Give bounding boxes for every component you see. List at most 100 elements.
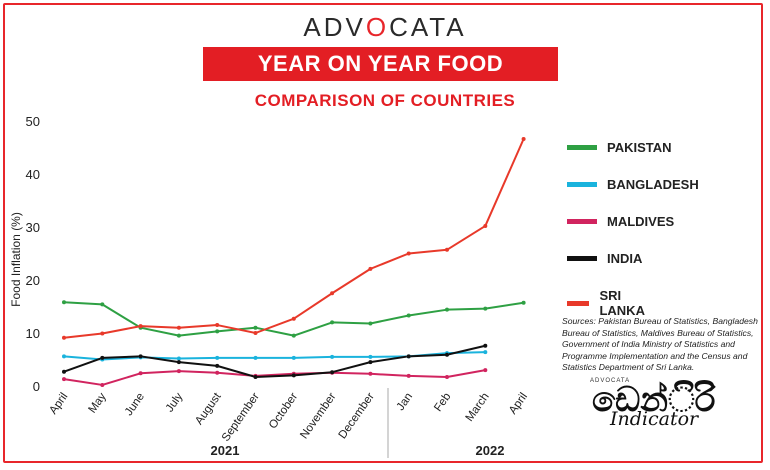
data-point <box>291 316 296 321</box>
data-point <box>330 354 335 359</box>
x-tick-label: August <box>193 390 224 427</box>
data-point <box>406 313 411 318</box>
data-point <box>521 137 526 142</box>
legend-swatch <box>567 256 597 261</box>
data-point <box>176 325 181 330</box>
indicator-sinhala-text: ඩෙන්ිරි <box>592 380 716 420</box>
logo-text-suffix: CATA <box>389 12 467 42</box>
data-point <box>368 360 373 365</box>
y-tick-label: 0 <box>33 379 40 394</box>
data-point <box>445 307 449 312</box>
data-point <box>215 355 220 360</box>
data-point <box>215 329 220 334</box>
logo-text-prefix: ADV <box>303 12 366 42</box>
data-point <box>138 371 143 376</box>
x-tick-label: March <box>464 391 492 424</box>
legend-item: PAKISTAN <box>567 140 672 155</box>
data-point <box>368 266 373 271</box>
legend-label: SRI LANKA <box>599 288 645 318</box>
data-point <box>253 331 258 335</box>
data-point <box>176 356 181 361</box>
data-point <box>483 343 488 348</box>
indicator-logo: ADVOCATA ඩෙන්ිරි Indicator <box>588 378 715 433</box>
legend-label: BANGLADESH <box>607 177 699 192</box>
data-point <box>253 374 258 379</box>
y-tick-label: 30 <box>26 220 40 235</box>
data-point <box>406 251 411 256</box>
data-point <box>62 354 66 359</box>
chart-series-points <box>62 137 526 387</box>
x-tick-label: October <box>267 391 300 432</box>
data-point <box>176 369 181 374</box>
legend-label: PAKISTAN <box>607 140 672 155</box>
legend-item: SRI LANKA <box>567 288 652 318</box>
data-point <box>215 370 220 375</box>
advocata-logo: ADVOCATA <box>0 12 770 43</box>
data-point <box>521 300 526 305</box>
data-point <box>100 382 105 387</box>
x-tick-label: April <box>507 391 530 417</box>
x-tick-label: September <box>220 391 262 444</box>
data-point <box>100 355 105 360</box>
data-point <box>330 291 335 296</box>
year-label: 2022 <box>476 443 505 458</box>
data-point <box>330 370 335 375</box>
data-point <box>483 368 488 373</box>
series-line-sri-lanka <box>63 138 525 339</box>
x-tick-label: December <box>337 391 377 441</box>
data-point <box>176 333 181 338</box>
data-point <box>368 321 373 326</box>
chart-title: YEAR ON YEAR FOOD INFLATION <box>203 47 558 110</box>
year-label: 2021 <box>211 443 240 458</box>
x-tick-label: June <box>123 391 147 418</box>
x-tick-label: April <box>47 391 70 417</box>
data-point <box>291 333 296 338</box>
x-tick-label: November <box>298 391 338 441</box>
data-point <box>445 374 449 379</box>
data-point <box>445 247 449 252</box>
series-line-india <box>63 344 486 378</box>
data-point <box>291 373 296 378</box>
data-point <box>62 377 66 382</box>
x-tick-label: Jan <box>395 391 415 413</box>
x-tick-label: May <box>86 391 108 416</box>
logo-text-o: O <box>365 12 390 42</box>
x-tick-label: Feb <box>432 391 453 414</box>
legend-swatch <box>567 219 597 224</box>
legend-swatch <box>567 300 590 306</box>
data-point <box>62 300 66 305</box>
data-point <box>291 355 296 360</box>
data-point <box>406 373 411 378</box>
chart-axes: Food Inflation (%) 0 10 20 30 40 50 April May Jun… <box>9 114 530 458</box>
y-tick-label: 40 <box>26 167 40 182</box>
chart-series-lines <box>63 138 525 386</box>
data-point <box>176 360 181 365</box>
data-point <box>62 335 66 340</box>
indicator-small-brand: ADVOCATA <box>590 378 631 384</box>
chart-subtitle: COMPARISON OF COUNTRIES <box>254 91 516 110</box>
data-point <box>368 371 373 376</box>
y-tick-label: 10 <box>26 326 40 341</box>
legend-swatch <box>567 145 597 150</box>
data-point <box>483 223 488 228</box>
data-point <box>483 350 488 355</box>
legend-item: MALDIVES <box>567 214 674 229</box>
data-point <box>138 354 143 359</box>
legend-item: INDIA <box>567 251 642 266</box>
data-point <box>253 325 258 330</box>
legend-swatch <box>567 182 597 187</box>
legend-label: INDIA <box>607 251 643 266</box>
data-point <box>330 320 335 325</box>
legend-item: BANGLADESH <box>567 177 699 192</box>
data-point <box>253 355 258 360</box>
data-point <box>100 302 105 307</box>
sources-note: Sources: Pakistan Bureau of Statistics, … <box>562 316 758 372</box>
data-point <box>100 331 105 336</box>
y-tick-label: 50 <box>26 114 40 129</box>
y-axis-label: Food Inflation (%) <box>9 212 23 307</box>
y-tick-label: 20 <box>26 273 40 288</box>
data-point <box>445 352 449 357</box>
data-point <box>62 369 66 374</box>
data-point <box>215 363 220 368</box>
